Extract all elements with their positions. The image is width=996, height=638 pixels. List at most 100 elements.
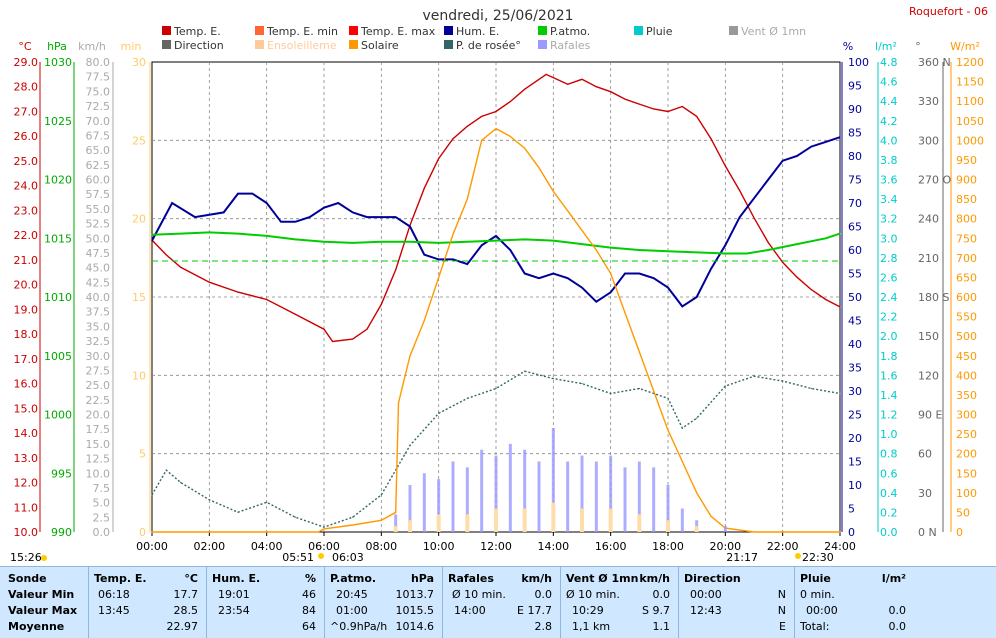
pressure-axis-tick: 1005 (44, 350, 72, 363)
series-temp-e-point (332, 340, 334, 343)
series-p-de-ros-e-point (165, 469, 167, 471)
wind-axis-tick: 55.0 (86, 203, 111, 216)
wind-unit: km/h (639, 572, 670, 585)
temp-axis-tick: 25.0 (14, 155, 39, 168)
series-hum-e-point (839, 136, 841, 138)
dir-avg-value: E (779, 620, 786, 633)
series-solaire-point (538, 167, 540, 169)
gust-max-value: E 17.7 (517, 604, 552, 617)
temp-axis-tick: 16.0 (14, 378, 39, 391)
series-solaire-point (395, 511, 397, 514)
legend-swatch (444, 40, 453, 49)
series-hum-e-point (466, 263, 468, 265)
solar-axis-tick: 750 (956, 232, 977, 245)
solar-axis-tick: 850 (956, 193, 977, 206)
axis-unit-label: °C (18, 40, 32, 53)
rain-axis-tick: 0.6 (880, 467, 898, 480)
wind-axis-tick: 5.0 (93, 497, 111, 510)
legend: Temp. E. Temp. E. min Temp. E. max Hum. E. P… (162, 25, 806, 52)
series-p-de-ros-e-point (610, 392, 612, 395)
press-min-value: 1013.7 (395, 588, 435, 601)
rain-axis-tick: 3.6 (880, 174, 898, 187)
legend-swatch (255, 26, 264, 35)
sun-icon (795, 553, 801, 559)
temp-axis-tick: 28.0 (14, 81, 39, 94)
series-temp-e-point (509, 100, 511, 103)
wind-axis-tick: 72.5 (86, 100, 111, 113)
series-p-de-ros-e-point (323, 526, 325, 528)
solar-axis-tick: 500 (956, 330, 977, 343)
rain-axis-tick: 0.8 (880, 448, 898, 461)
hum-unit: % (304, 572, 316, 585)
series-hum-e-point (251, 193, 253, 195)
hum-max-value: 84 (302, 604, 316, 617)
wind-axis-tick: 17.5 (86, 423, 111, 436)
solar-axis-tick: 50 (956, 506, 970, 519)
series-solaire-point (151, 531, 153, 533)
axis-unit-label: l/m² (875, 40, 897, 53)
humidity-axis-tick: 100 (848, 56, 869, 69)
temp-min-value: 17.7 (173, 588, 199, 601)
rain-axis-tick: 1.0 (880, 428, 898, 441)
wind-axis-tick: 10.0 (86, 467, 111, 480)
wind-axis-tick: 75.0 (86, 85, 111, 98)
solar-axis-tick: 100 (956, 487, 977, 500)
series-p-atmo-point (581, 243, 583, 245)
legend-swatch (634, 26, 643, 35)
series-hum-e-point (481, 244, 483, 246)
series-hum-e-point (552, 272, 554, 275)
wind-axis-tick: 20.0 (86, 409, 111, 422)
sunset-time-2: 22:30 (802, 551, 834, 564)
series-temp-e-point (567, 83, 569, 85)
sunshine-axis-tick: 15 (132, 291, 146, 304)
wind-axis-tick: 32.5 (86, 335, 111, 348)
rain-axis-tick: 3.4 (880, 193, 898, 206)
humidity-axis-tick: 60 (848, 244, 862, 257)
series-hum-e-point (237, 193, 239, 195)
pressure-axis-tick: 1000 (44, 409, 72, 422)
series-temp-e-point (825, 298, 827, 301)
wind-axis-tick: 77.5 (86, 71, 111, 84)
hum-header: Hum. E. (212, 572, 261, 585)
series-solaire-line (152, 127, 840, 533)
pressure-axis-tick: 1015 (44, 232, 72, 245)
series-temp-e-point (724, 165, 726, 167)
wind-avg-value: 1.1 (652, 620, 671, 633)
humidity-axis-tick: 95 (848, 80, 862, 93)
series-hum-e-point (323, 207, 325, 209)
humidity-axis-tick: 80 (848, 150, 862, 163)
series-solaire-point (581, 229, 583, 232)
axis-unit-label: ° (915, 40, 921, 53)
x-axis-tick: 16:00 (595, 540, 627, 553)
wind-axis-tick: 12.5 (86, 453, 111, 466)
humidity-axis-tick: 50 (848, 291, 862, 304)
x-axis-tick: 06:00 (308, 540, 340, 553)
series-temp-e-point (438, 157, 440, 160)
wind-max-value: S 9.7 (642, 604, 670, 617)
solar-axis-tick: 250 (956, 428, 977, 441)
series-hum-e-point (667, 287, 669, 289)
legend-rafales: Rafales (550, 39, 591, 52)
legend-swatch (538, 26, 547, 35)
sunshine-axis-tick: 20 (132, 213, 146, 226)
x-axis-tick: 02:00 (193, 540, 225, 553)
dir-min-time: 00:00 (690, 588, 722, 601)
pressure-axis-tick: 995 (51, 467, 72, 480)
series-solaire-point (352, 524, 354, 526)
solar-axis-tick: 700 (956, 252, 977, 265)
solar-axis-tick: 200 (956, 448, 977, 461)
wind-max-time: 10:29 (572, 604, 604, 617)
temp-axis-tick: 10.0 (14, 526, 39, 539)
series-solaire-point (466, 198, 468, 200)
series-hum-e-point (409, 225, 411, 228)
press-max-value: 1015.5 (395, 604, 435, 617)
temp-max-value: 28.5 (173, 604, 199, 617)
legend-temp-e: Temp. E. (173, 25, 221, 38)
series-temp-e-point (681, 105, 683, 108)
series-solaire-point (452, 233, 454, 235)
sunrise-time-2: 06:03 (332, 551, 364, 564)
series-temp-e-point (653, 108, 655, 110)
direction-axis-tick: 180 S (918, 291, 949, 304)
series-hum-e-point (581, 287, 583, 289)
sunshine-axis-tick: 5 (139, 448, 146, 461)
